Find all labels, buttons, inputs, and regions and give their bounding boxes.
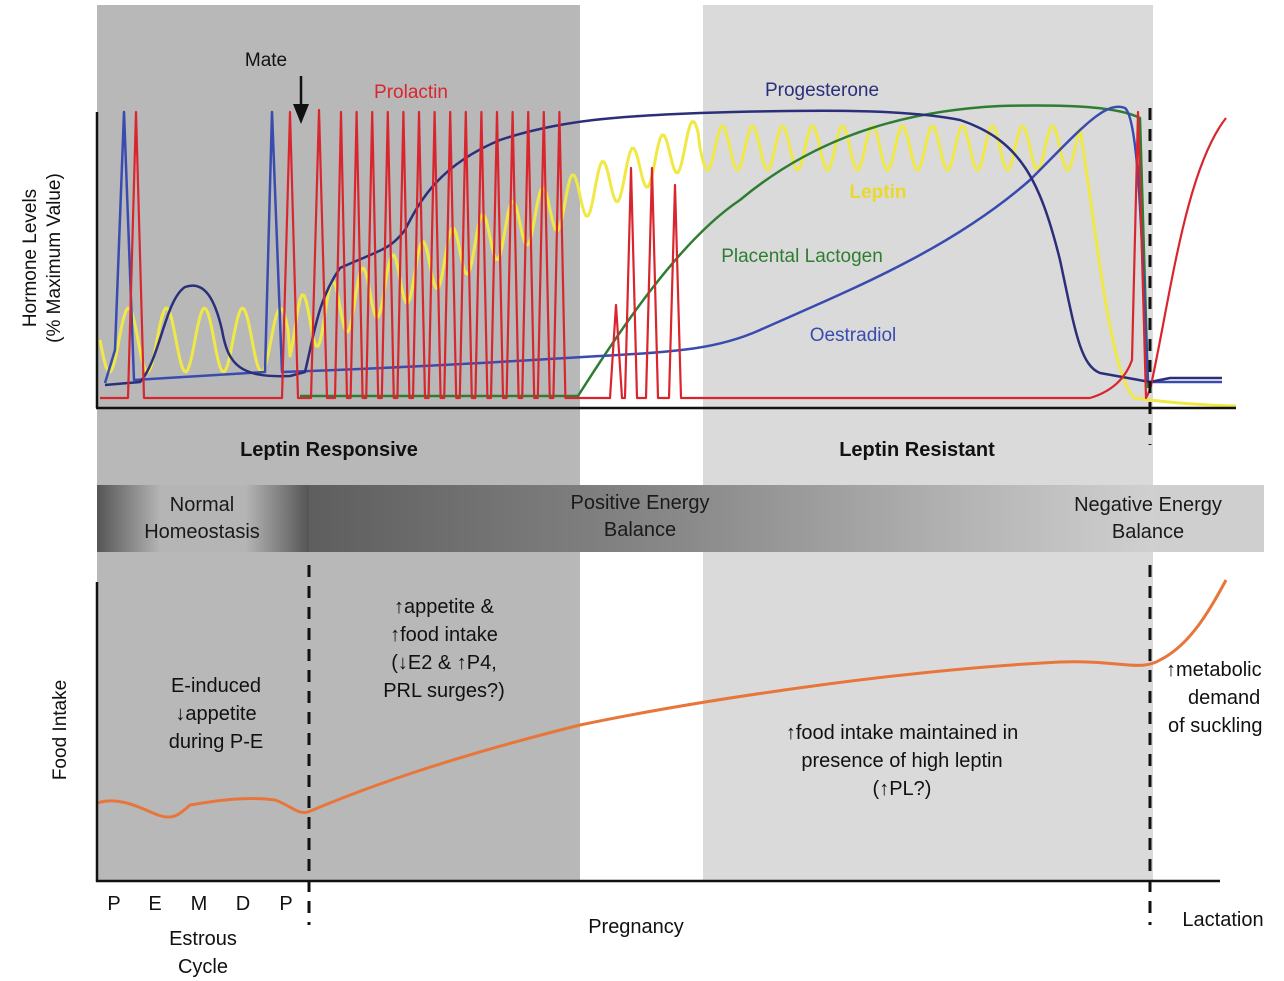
maintained-line: ↑food intake maintained in [786, 722, 1018, 744]
normal-homeostasis-label-line2: Homeostasis [144, 521, 260, 543]
pregnancy-label: Pregnancy [588, 916, 684, 938]
lactation-label: Lactation [1182, 909, 1263, 931]
hormone-curves [98, 104, 1237, 408]
estrous-tick: P [107, 893, 120, 915]
mate-label: Mate [245, 50, 287, 71]
e-induced-line: ↓appetite [175, 703, 256, 725]
progesterone-label: Progesterone [765, 80, 879, 101]
prolactin-curve [100, 108, 1227, 400]
placental-lactogen-curve [300, 104, 1150, 398]
maintained-line: presence of high leptin [801, 750, 1002, 772]
e-induced-line: during P-E [169, 731, 264, 753]
shade-leptin-resistant-region [703, 5, 1153, 880]
leptin-responsive-label: Leptin Responsive [240, 439, 418, 461]
estrous-cycle-label-line2: Cycle [178, 956, 228, 978]
e-induced-line: E-induced [171, 675, 261, 697]
appetite-annotation: ↑appetite & ↑food intake (↓E2 & ↑P4, PRL… [383, 596, 505, 702]
placental-lactogen-label: Placental Lactogen [721, 246, 883, 267]
leptin-label: Leptin [850, 182, 907, 203]
mate-arrow-icon [293, 104, 309, 124]
food-intake-axis-label: Food Intake [50, 680, 71, 780]
positive-energy-label-line2: Balance [604, 519, 676, 541]
prolactin-label: Prolactin [374, 82, 448, 103]
estrous-tick: M [191, 893, 208, 915]
maintained-line: (↑PL?) [873, 778, 932, 800]
leptin-resistant-label: Leptin Resistant [839, 439, 995, 461]
negative-energy-label-line2: Balance [1112, 521, 1184, 543]
appetite-line: ↑food intake [390, 624, 498, 646]
negative-energy-label-line1: Negative Energy [1074, 494, 1222, 516]
positive-energy-label-line1: Positive Energy [571, 492, 710, 514]
metabolic-line: ↑metabolic [1166, 659, 1262, 681]
estrous-tick: D [236, 893, 250, 915]
metabolic-line: of suckling [1168, 715, 1263, 737]
maintained-annotation: ↑food intake maintained in presence of h… [786, 722, 1018, 800]
leptin-curve [98, 120, 1237, 408]
oestradiol-label: Oestradiol [810, 325, 897, 346]
top-y-axis-label-line1: Hormone Levels [20, 189, 41, 327]
band-negative-energy-balance [1154, 485, 1264, 552]
estrous-tick: P [279, 893, 292, 915]
appetite-line: (↓E2 & ↑P4, [391, 652, 497, 674]
band-positive-energy-balance [309, 485, 1154, 552]
band-normal-homeostasis [97, 485, 309, 552]
normal-homeostasis-label-line1: Normal [170, 494, 234, 516]
estrous-cycle-label-line1: Estrous [169, 928, 237, 950]
top-y-axis-label-line2: (% Maximum Value) [44, 173, 65, 343]
metabolic-line: demand [1188, 687, 1260, 709]
appetite-line: PRL surges?) [383, 680, 505, 702]
progesterone-curve [104, 109, 1222, 387]
e-induced-annotation: E-induced ↓appetite during P-E [169, 675, 264, 753]
estrous-tick: E [148, 893, 161, 915]
food-intake-curve [96, 579, 1228, 819]
shade-leptin-responsive-region [97, 5, 580, 880]
appetite-line: ↑appetite & [394, 596, 495, 618]
estrous-ticks: P E M D P [107, 893, 292, 915]
metabolic-annotation: ↑metabolic demand of suckling [1166, 659, 1263, 737]
